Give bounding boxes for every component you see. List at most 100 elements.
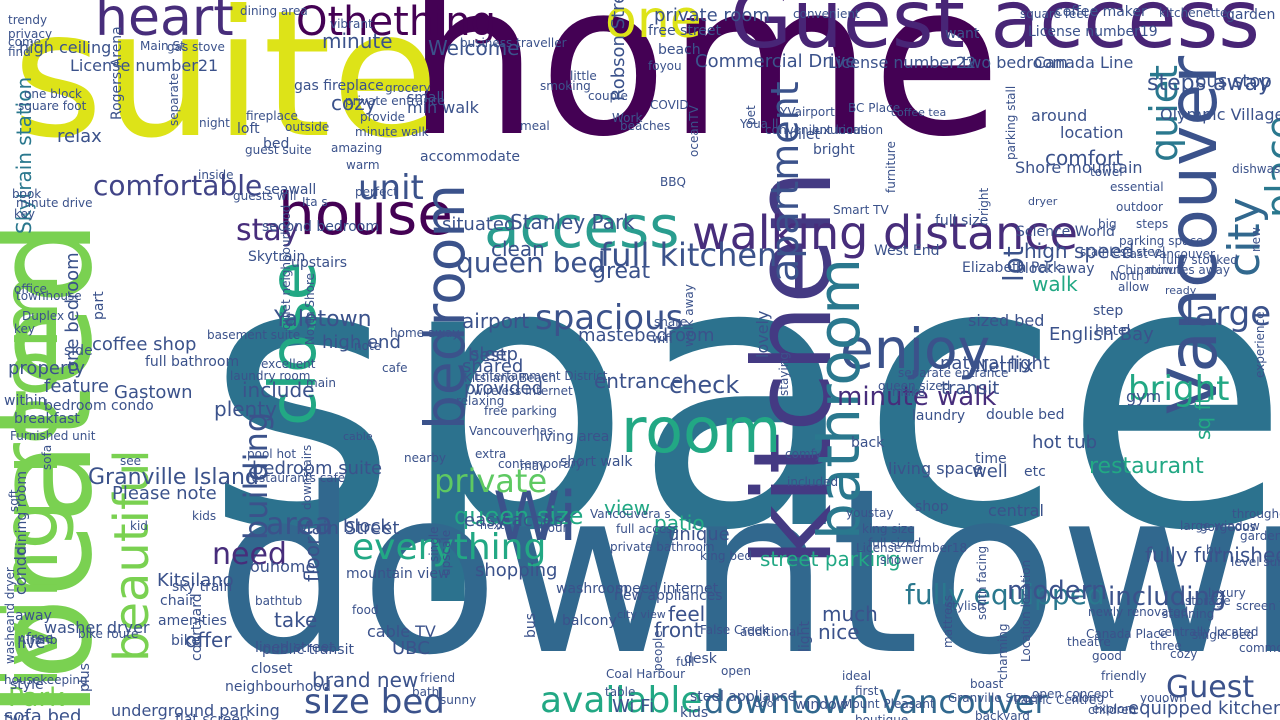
cloud-word: small xyxy=(407,90,445,106)
cloud-word: living space xyxy=(888,459,984,478)
cloud-word: comfortable xyxy=(93,169,263,202)
cloud-word: trendy xyxy=(8,13,48,27)
cloud-word: BC Place xyxy=(848,101,901,115)
cloud-word: friendly xyxy=(1101,669,1147,683)
cloud-word: may xyxy=(520,459,547,473)
cloud-word: sleep xyxy=(470,344,518,365)
cloud-word: downtown xyxy=(215,439,1280,705)
cloud-word: bright xyxy=(1128,369,1230,409)
cloud-word: free street xyxy=(648,23,722,39)
cloud-word: centrally located xyxy=(1158,625,1259,639)
cloud-word: restaurant xyxy=(1089,454,1204,479)
cloud-word: cable TV xyxy=(367,622,436,641)
cloud-word: comfy xyxy=(785,447,822,461)
cloud-word: check xyxy=(669,371,740,399)
cloud-word: style xyxy=(10,677,44,693)
cloud-word: cafe xyxy=(382,361,408,375)
cloud-word: step xyxy=(1093,303,1124,319)
cloud-word: full sized xyxy=(868,536,922,550)
cloud-word: boast xyxy=(970,677,1004,691)
cloud-word: need xyxy=(212,537,287,572)
cloud-word: steps xyxy=(1136,217,1169,231)
cloud-word: staying xyxy=(777,352,791,396)
cloud-word: entrance xyxy=(594,369,684,393)
cloud-word: kids xyxy=(680,705,709,720)
cloud-word: allow xyxy=(1118,280,1150,294)
cloud-word: good xyxy=(1092,649,1122,663)
cloud-word: Main St xyxy=(140,39,185,53)
cloud-word: sofa bed xyxy=(4,706,82,720)
cloud-word: bed xyxy=(263,136,290,152)
cloud-word: convenient location xyxy=(765,123,884,137)
cloud-word: well xyxy=(972,461,1008,482)
cloud-word: food xyxy=(352,603,379,617)
cloud-word: kitchenette xyxy=(1159,6,1228,20)
cloud-word: experience xyxy=(1253,311,1267,378)
cloud-word: meal xyxy=(520,119,550,133)
cloud-word: away xyxy=(15,608,52,624)
cloud-word: space xyxy=(205,182,1280,612)
cloud-word: clean xyxy=(491,237,545,261)
cloud-word: much xyxy=(822,602,878,626)
cloud-word: free parking xyxy=(484,404,557,418)
cloud-word: North xyxy=(1110,269,1144,283)
cloud-word: part xyxy=(91,291,107,320)
cloud-word: ouhome xyxy=(250,557,316,576)
cloud-word: size bed xyxy=(304,682,445,720)
cloud-word: relax xyxy=(57,126,102,147)
cloud-word: gorgeous xyxy=(1200,520,1256,534)
cloud-word: home xyxy=(406,0,1002,183)
cloud-word: Elizabeth Park xyxy=(962,260,1062,276)
cloud-word: oceanTV xyxy=(687,105,701,157)
cloud-word: high speed xyxy=(1024,239,1135,263)
cloud-word: property xyxy=(8,358,86,379)
cloud-word: one xyxy=(605,0,702,50)
cloud-word: plenty xyxy=(214,397,277,421)
cloud-word: lovely xyxy=(753,310,772,358)
cloud-word: private xyxy=(434,462,548,500)
cloud-word: light xyxy=(797,620,813,652)
cloud-word: modern xyxy=(1007,576,1108,606)
cloud-word: outdoor xyxy=(1116,200,1163,214)
cloud-word: mountain view xyxy=(346,566,450,582)
cloud-word: stunning xyxy=(1162,607,1215,621)
cloud-word: steel appliance xyxy=(690,689,797,705)
cloud-word: natural light xyxy=(940,353,1050,374)
cloud-word: unit xyxy=(358,168,424,208)
cloud-word: Canada Place xyxy=(1086,627,1168,641)
cloud-word: gas stove xyxy=(167,40,225,54)
cloud-word: License number22 xyxy=(828,53,977,72)
cloud-word: dining area xyxy=(240,4,308,18)
cloud-word: bus xyxy=(523,612,539,638)
cloud-word: explore xyxy=(1092,702,1137,716)
cloud-word: gas fireplace xyxy=(294,78,384,94)
cloud-word: want xyxy=(945,26,980,42)
cloud-word: Rogers Arena xyxy=(109,26,125,120)
cloud-word: bu xyxy=(1206,543,1222,557)
cloud-word: Gastown xyxy=(114,382,193,403)
cloud-word: storage xyxy=(1185,594,1231,608)
cloud-word: bike route xyxy=(78,627,139,641)
cloud-word: back xyxy=(851,435,885,451)
cloud-word: three xyxy=(1150,639,1182,653)
cloud-word: throughout xyxy=(1232,507,1280,521)
cloud-word: COVID xyxy=(650,98,689,112)
cloud-word: screen TV xyxy=(1236,599,1280,613)
cloud-word: foyou xyxy=(648,59,682,73)
cloud-word: beach xyxy=(658,42,701,58)
cloud-word: access xyxy=(484,193,680,261)
cloud-word: washer dryer xyxy=(44,618,150,637)
cloud-word: find xyxy=(8,45,31,59)
cloud-word: Guest xyxy=(1166,670,1255,705)
cloud-word: False Creek xyxy=(700,623,769,637)
cloud-word: contemporary xyxy=(498,457,583,471)
cloud-word: Olympic Village xyxy=(1160,105,1280,124)
cloud-word: Wi Fi xyxy=(612,696,655,717)
cloud-word: North Shore xyxy=(303,273,317,345)
cloud-word: square foot xyxy=(18,99,87,113)
cloud-word: luxurious xyxy=(812,123,868,137)
cloud-word: fully stocked xyxy=(1162,253,1238,267)
cloud-word: new appliances xyxy=(614,588,723,604)
cloud-word: live xyxy=(17,633,46,652)
cloud-word: king size xyxy=(862,522,915,536)
